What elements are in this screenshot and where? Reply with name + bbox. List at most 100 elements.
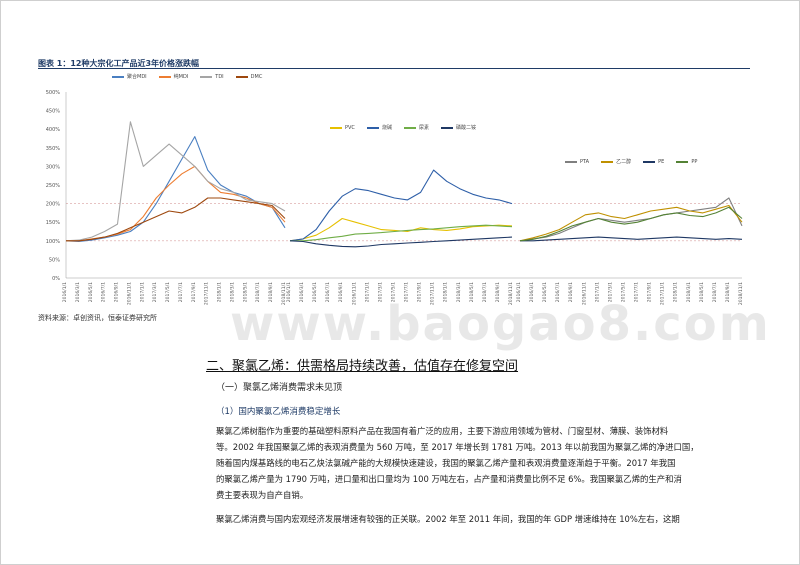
- x-tick-label: 2018/1/1: [673, 282, 679, 302]
- legend-entry: PTA: [565, 159, 589, 165]
- price-change-chart: 0% 50% 100% 150% 200% 250% 300% 350% 400% 450% 500…: [46, 90, 744, 305]
- x-tick-label: 2018/7/1: [482, 282, 488, 302]
- x-tick-label: 2018/5/1: [699, 282, 705, 302]
- x-tick-label: 2016/5/1: [312, 282, 318, 302]
- x-tick-label: 2016/5/1: [88, 282, 94, 302]
- legend-label: DMC: [250, 73, 263, 80]
- legend-label: 尿素: [418, 125, 429, 131]
- y-tick-label: 300%: [46, 164, 61, 170]
- figure-title-rule: [38, 68, 750, 69]
- x-tick-label: 2017/5/1: [165, 282, 171, 302]
- x-tick-label: 2018/7/1: [712, 282, 718, 302]
- paragraph-1-line-1: 聚氯乙烯树脂作为重要的基础塑料原料产品在我国有着广泛的应用，主要下游应用领域为管…: [216, 426, 669, 436]
- legend-entry: PVC: [330, 125, 355, 131]
- x-tick-label: 2018/5/1: [242, 282, 248, 302]
- paragraph-1-line-4: 的聚氯乙烯产量为 1790 万吨，进口量和出口量均为 100 万吨左右，占产量和…: [216, 474, 682, 484]
- paragraph-1-line-5: 费主要表现为自产自销。: [216, 490, 309, 500]
- x-tick-label: 2017/9/1: [647, 282, 653, 302]
- x-tick-label: 2016/11/1: [351, 282, 357, 305]
- legend-label: PP: [691, 158, 698, 165]
- x-tick-label: 2017/9/1: [417, 282, 423, 302]
- legend-swatch: [366, 126, 379, 129]
- legend-label: PE: [658, 158, 665, 165]
- figure-source: 资料来源：卓创资讯，恒泰证券研究所: [38, 314, 157, 322]
- legend-swatch: [565, 160, 577, 163]
- legend-entry: PP: [676, 159, 697, 165]
- series-line: [519, 206, 743, 242]
- legend-label: PTA: [580, 158, 590, 165]
- series-line: [65, 121, 286, 242]
- x-tick-label: 2017/11/1: [204, 282, 210, 305]
- paragraph-1-line-2: 等。2002 年我国聚氯乙烯的表观消费量为 560 万吨，至 2017 年增长到…: [216, 442, 699, 452]
- x-tick-label: 2016/1/1: [516, 282, 522, 302]
- x-tick-label: 2018/1/1: [443, 282, 449, 302]
- x-tick-label: 2016/7/1: [555, 282, 561, 302]
- legend-swatch: [601, 160, 614, 163]
- x-tick-label: 2016/3/1: [75, 282, 81, 302]
- x-tick-label: 2018/11/1: [738, 282, 744, 305]
- y-tick-label: 50%: [49, 257, 60, 263]
- legend-entry: 磷酸二铵: [440, 124, 476, 131]
- subsection-heading: （一）聚氯乙烯消费需求未见顶: [216, 383, 343, 393]
- x-tick-label: 2017/3/1: [152, 282, 158, 302]
- x-tick-label: 2017/7/1: [634, 282, 640, 302]
- x-tick-label: 2016/3/1: [529, 282, 535, 302]
- series-line: [65, 136, 286, 243]
- x-tick-label: 2017/5/1: [390, 282, 396, 302]
- series-line: [289, 169, 513, 242]
- x-tick-label: 2016/9/1: [568, 282, 574, 302]
- series-line: [289, 236, 513, 248]
- x-tick-label: 2017/5/1: [620, 282, 626, 302]
- x-tick-label: 2016/9/1: [114, 282, 120, 302]
- x-tick-label: 2018/3/1: [456, 282, 462, 302]
- x-tick-label: 2018/5/1: [469, 282, 475, 302]
- legend-swatch: [158, 75, 171, 78]
- chart-series: [65, 121, 743, 248]
- y-tick-label: 400%: [46, 127, 61, 133]
- legend-label: 聚合MDI: [127, 74, 147, 80]
- y-tick-label: 0%: [52, 276, 60, 282]
- legend-label: PVC: [345, 124, 355, 131]
- legend-middle: PVC 烧碱 尿素 磷酸二铵: [330, 124, 476, 131]
- series-line: [520, 236, 743, 242]
- legend-swatch: [112, 75, 124, 78]
- y-tick-label: 450%: [46, 109, 61, 115]
- x-tick-label: 2017/3/1: [607, 282, 613, 302]
- legend-label: 纯MDI: [173, 74, 189, 80]
- x-tick-label: 2017/1/1: [594, 282, 600, 302]
- legend-swatch: [676, 160, 689, 163]
- x-tick-label: 2018/11/1: [281, 282, 287, 305]
- x-tick-label: 2017/3/1: [377, 282, 383, 302]
- legend-label: TDI: [215, 73, 224, 80]
- x-tick-label: 2016/11/1: [126, 282, 132, 305]
- figure-title: 图表 1：12种大宗化工产品近3年价格涨跌幅: [38, 59, 200, 68]
- x-tick-label: 2018/3/1: [229, 282, 235, 302]
- legend-entry: DMC: [235, 73, 263, 80]
- legend-entry: PE: [643, 159, 664, 165]
- x-tick-label: 2018/9/1: [725, 282, 731, 302]
- paragraph-2-line-1: 聚氯乙烯消费与国内宏观经济发展增速有较强的正关联。2002 年至 2011 年间…: [216, 514, 680, 524]
- legend-swatch: [440, 126, 453, 129]
- x-tick-label: 2017/9/1: [191, 282, 197, 302]
- x-tick-label: 2018/9/1: [268, 282, 274, 302]
- legend-swatch: [330, 126, 342, 129]
- y-tick-label: 100%: [46, 239, 61, 245]
- legend-right: PTA 乙二醇 PE PP: [565, 158, 697, 165]
- y-axis: 0% 50% 100% 150% 200% 250% 300% 350% 400% 450% 500…: [46, 90, 61, 282]
- legend-entry: 烧碱: [366, 124, 392, 131]
- series-line: [66, 197, 286, 242]
- x-tick-label: 2018/3/1: [686, 282, 692, 302]
- series-line: [289, 217, 513, 242]
- x-tick-label: 2016/5/1: [542, 282, 548, 302]
- x-tick-label: 2017/11/1: [430, 282, 436, 305]
- x-tick-label: 2017/1/1: [139, 282, 145, 302]
- legend-swatch: [403, 126, 416, 129]
- x-tick-label: 2017/7/1: [178, 282, 184, 302]
- x-axis: 2016/1/1 2016/3/1 2016/5/1 2016/7/1 2016/9/1…: [62, 282, 744, 305]
- x-tick-label: 2016/1/1: [286, 282, 292, 302]
- x-tick-label: 2018/9/1: [495, 282, 501, 302]
- legend-swatch: [235, 75, 248, 78]
- watermark: www.baogao8.com: [230, 296, 771, 352]
- legend-entry: 尿素: [403, 124, 429, 131]
- x-tick-label: 2016/7/1: [325, 282, 331, 302]
